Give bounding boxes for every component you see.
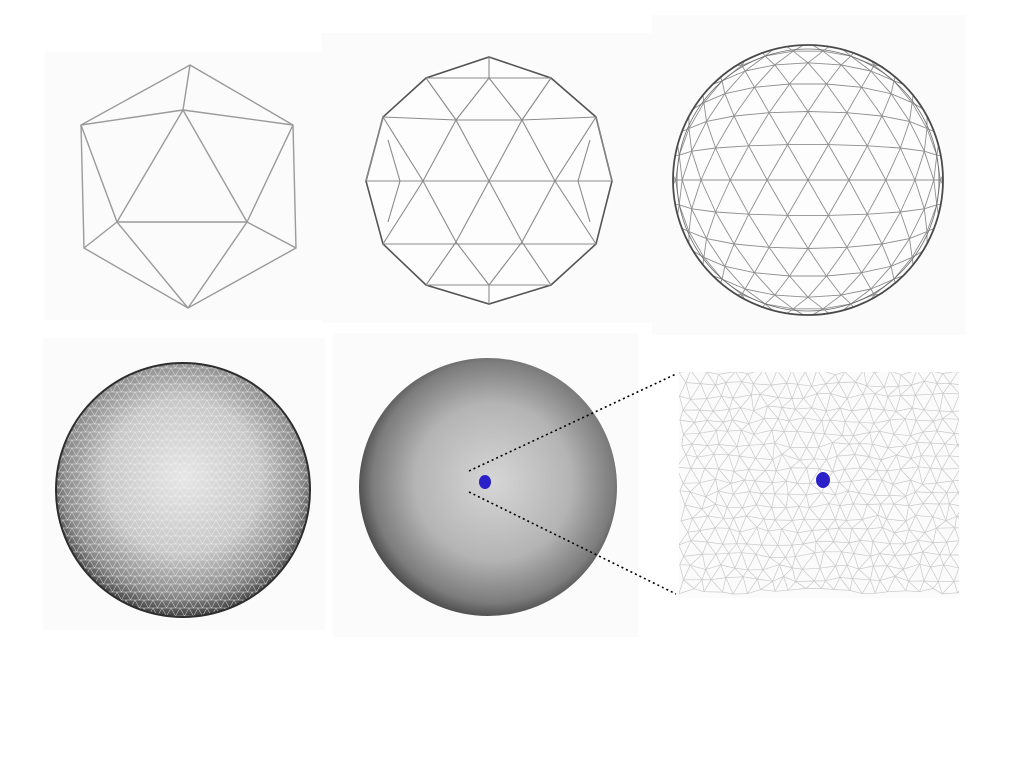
panel-icosahedron-bg <box>45 52 322 320</box>
zoom-leader-lines <box>468 373 677 595</box>
dense-mesh-sphere <box>55 362 311 618</box>
geodesic-sphere-level-2 <box>672 44 944 316</box>
marker-blob <box>479 475 491 489</box>
shaded-sphere <box>359 358 617 616</box>
icosahedron-wireframe <box>80 64 297 309</box>
zoom-marker-blob <box>816 472 830 488</box>
geodesic-sphere-level-1 <box>365 56 613 305</box>
zoomed-mesh-inset <box>679 372 959 598</box>
